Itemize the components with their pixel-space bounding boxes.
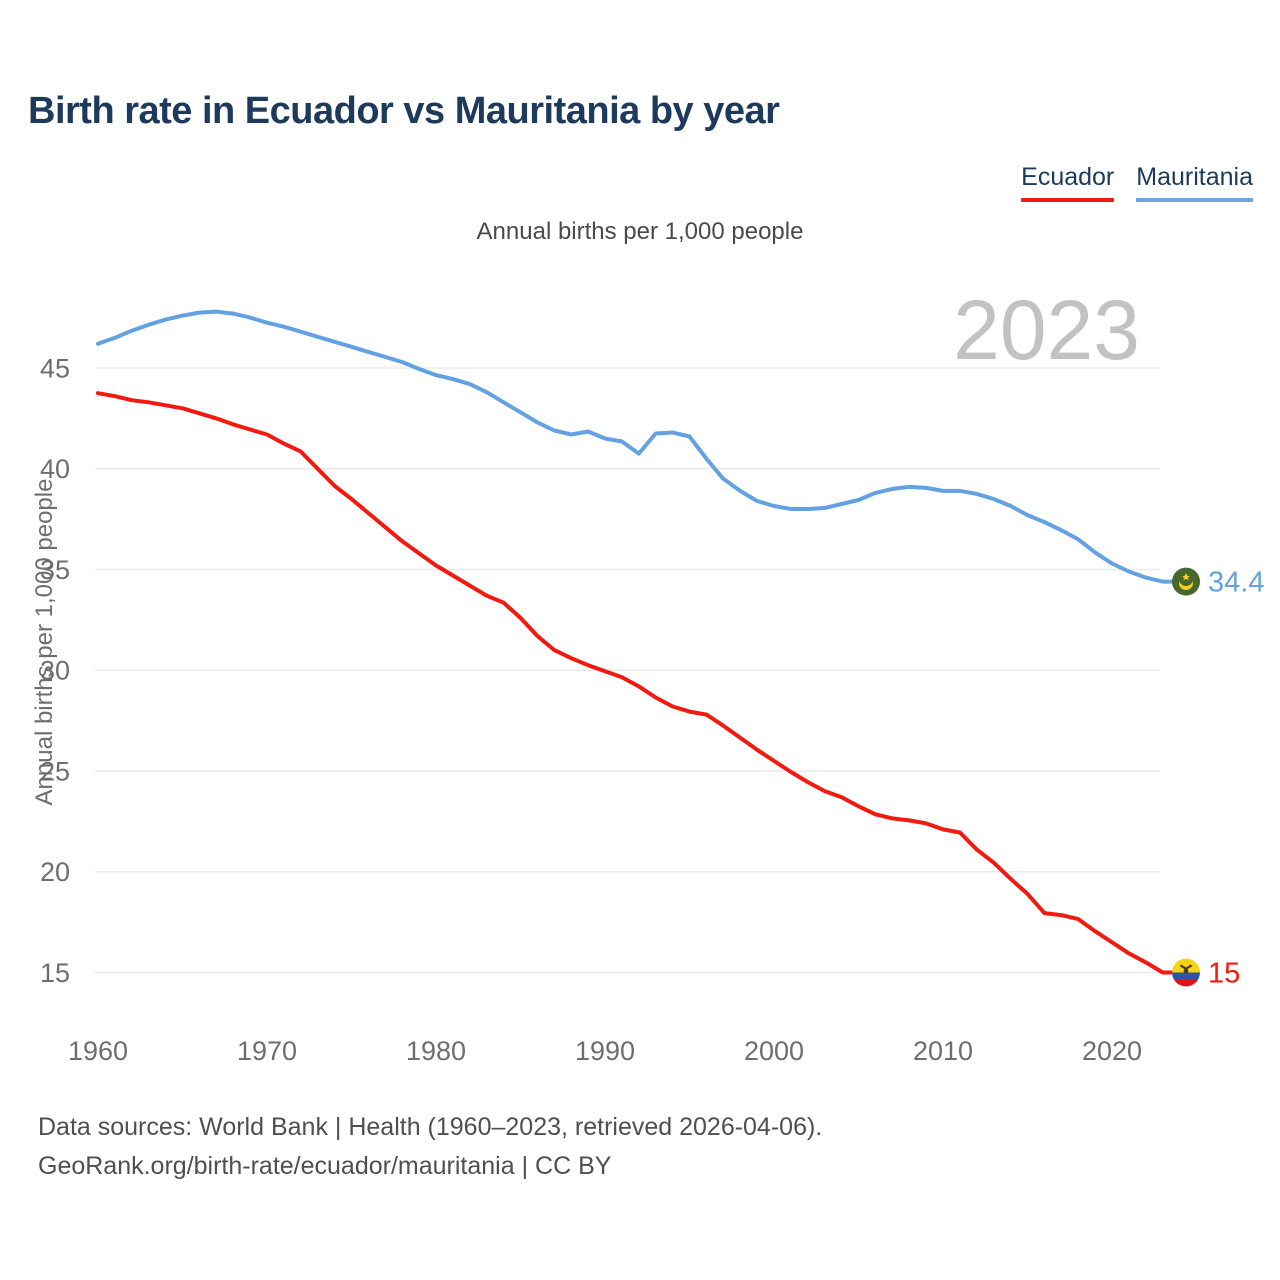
- x-tick-label-1980: 1980: [406, 1036, 466, 1066]
- x-tick-label-1960: 1960: [68, 1036, 128, 1066]
- y-tick-label-15: 15: [40, 958, 70, 988]
- x-tick-label-2020: 2020: [1082, 1036, 1142, 1066]
- legend-item-mauritania[interactable]: Mauritania: [1136, 163, 1253, 202]
- x-tick-label-2010: 2010: [913, 1036, 973, 1066]
- x-tick-label-1970: 1970: [237, 1036, 297, 1066]
- legend-color-bar: [1021, 198, 1115, 202]
- y-axis-label: Annual births per 1,000 people: [31, 478, 58, 806]
- series-line-ecuador: [96, 391, 1186, 975]
- year-watermark: 2023: [953, 283, 1140, 377]
- footer: Data sources: World Bank | Health (1960–…: [38, 1108, 822, 1186]
- end-value-label-ecuador: 15: [1208, 958, 1240, 990]
- y-tick-label-20: 20: [40, 857, 70, 887]
- page-title: Birth rate in Ecuador vs Mauritania by y…: [28, 90, 780, 132]
- mauritania-flag-icon: [1172, 567, 1200, 596]
- y-tick-label-45: 45: [40, 353, 70, 383]
- footer-sources: Data sources: World Bank | Health (1960–…: [38, 1113, 823, 1141]
- legend-label: Ecuador: [1021, 163, 1115, 191]
- legend-color-bar: [1136, 198, 1253, 202]
- chart-subtitle: Annual births per 1,000 people: [476, 218, 804, 245]
- footer-attribution: GeoRank.org/birth-rate/ecuador/mauritani…: [38, 1152, 612, 1180]
- legend: Ecuador Mauritania: [1021, 163, 1253, 202]
- x-tick-label-1990: 1990: [575, 1036, 635, 1066]
- legend-item-ecuador[interactable]: Ecuador: [1021, 163, 1115, 202]
- ecuador-flag-icon: [1172, 958, 1200, 987]
- legend-label: Mauritania: [1136, 163, 1253, 191]
- end-value-label-mauritania: 34.4: [1208, 567, 1264, 599]
- x-tick-label-2000: 2000: [744, 1036, 804, 1066]
